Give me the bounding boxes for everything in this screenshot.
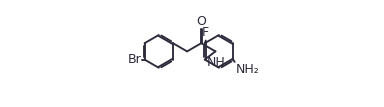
Text: NH: NH bbox=[207, 56, 225, 69]
Text: Br: Br bbox=[128, 53, 141, 66]
Text: F: F bbox=[202, 26, 209, 39]
Text: O: O bbox=[196, 15, 206, 28]
Text: NH₂: NH₂ bbox=[235, 63, 259, 76]
